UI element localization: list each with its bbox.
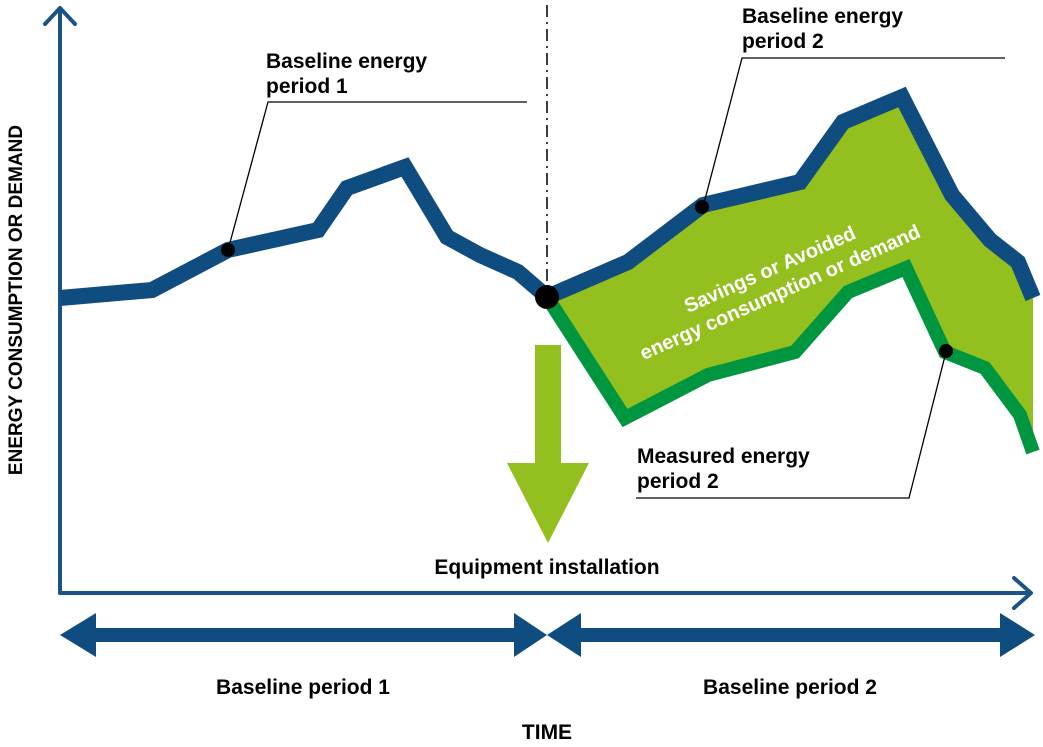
axes [43,6,1033,610]
measured-p2-callout-line2: period 2 [637,470,719,493]
baseline-p2-callout-line2: period 2 [742,30,824,53]
measured-period-2-line [541,258,1040,455]
baseline-p2-callout-line1: Baseline energy [742,5,903,28]
baseline-p2-marker [695,200,709,214]
installation-label: Equipment installation [434,556,659,579]
leader-baseline-p2 [702,57,1005,208]
period-arrows [60,613,1035,657]
period-2-arrow [547,613,1035,657]
measured-p2-marker [939,344,953,358]
baseline-p1-marker [221,243,235,257]
baseline-period-1-line [59,157,553,306]
y-axis-label: ENERGY CONSUMPTION OR DEMAND [6,125,27,475]
x-axis-label: TIME [522,721,572,744]
y-axis-arrowhead [43,6,77,26]
leader-measured-p2 [636,351,947,499]
baseline-p1-callout-line2: period 1 [266,75,348,98]
period-2-label: Baseline period 2 [703,676,877,699]
savings-area [547,97,1033,447]
baseline-p1-callout-line1: Baseline energy [266,50,427,73]
period-1-label: Baseline period 1 [216,676,390,699]
installation-marker [535,285,559,309]
leader-baseline-p1 [227,101,527,251]
period-1-arrow [60,613,547,657]
baseline-period-2-line [543,86,1041,305]
measured-p2-callout-line1: Measured energy [637,445,810,468]
installation-arrow [507,345,589,543]
x-axis-arrowhead [1012,576,1033,610]
callout-leaders [227,57,1005,499]
